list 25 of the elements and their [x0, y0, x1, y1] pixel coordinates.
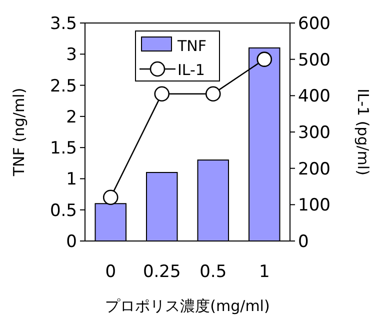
y2-axis-title: IL-1 (pg/ml)	[354, 88, 372, 176]
legend-label: TNF	[176, 37, 207, 55]
y2-tick-label: 0	[298, 232, 309, 252]
y2-tick-label: 400	[298, 86, 330, 107]
y2-tick-label: 600	[298, 14, 330, 34]
y2-tick-label: 200	[298, 159, 330, 180]
y-tick-label: 0.5	[50, 200, 77, 221]
y-axis-title: TNF (ng/ml)	[10, 88, 28, 178]
x-tick-label: 1	[258, 262, 270, 282]
x-tick-label: 0	[105, 262, 116, 282]
x-tick-label: 0.25	[142, 262, 181, 282]
x-tick-label: 0.5	[200, 262, 227, 282]
y-tick-label: 3.5	[50, 14, 77, 34]
y-tick-label: 0	[66, 232, 77, 252]
y-tick-label: 1.5	[50, 138, 77, 159]
y-tick-label: 1	[66, 170, 77, 190]
point	[256, 52, 272, 67]
y-tick-label: 2	[66, 107, 77, 128]
y2-tick-label: 100	[298, 196, 330, 216]
y-tick-label: 2.5	[50, 76, 77, 96]
y2-tick-label: 500	[298, 50, 330, 70]
legend-label: IL-1	[178, 61, 205, 79]
y2-tick-label: 300	[298, 123, 330, 143]
y-tick-label: 3	[66, 45, 77, 66]
x-axis-title: プロポリス濃度(mg/ml)	[105, 297, 270, 315]
